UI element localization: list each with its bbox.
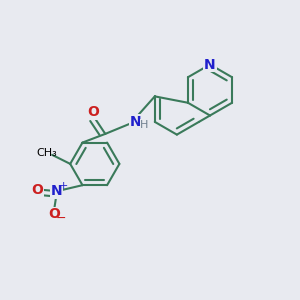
Text: CH₃: CH₃ — [36, 148, 57, 158]
Text: N: N — [130, 115, 141, 129]
Text: −: − — [55, 212, 66, 225]
Text: O: O — [32, 183, 44, 197]
Text: H: H — [140, 120, 148, 130]
Text: N: N — [204, 58, 216, 71]
Text: O: O — [87, 105, 99, 119]
Text: O: O — [48, 207, 60, 221]
Text: N: N — [51, 184, 63, 198]
Text: +: + — [59, 181, 68, 191]
